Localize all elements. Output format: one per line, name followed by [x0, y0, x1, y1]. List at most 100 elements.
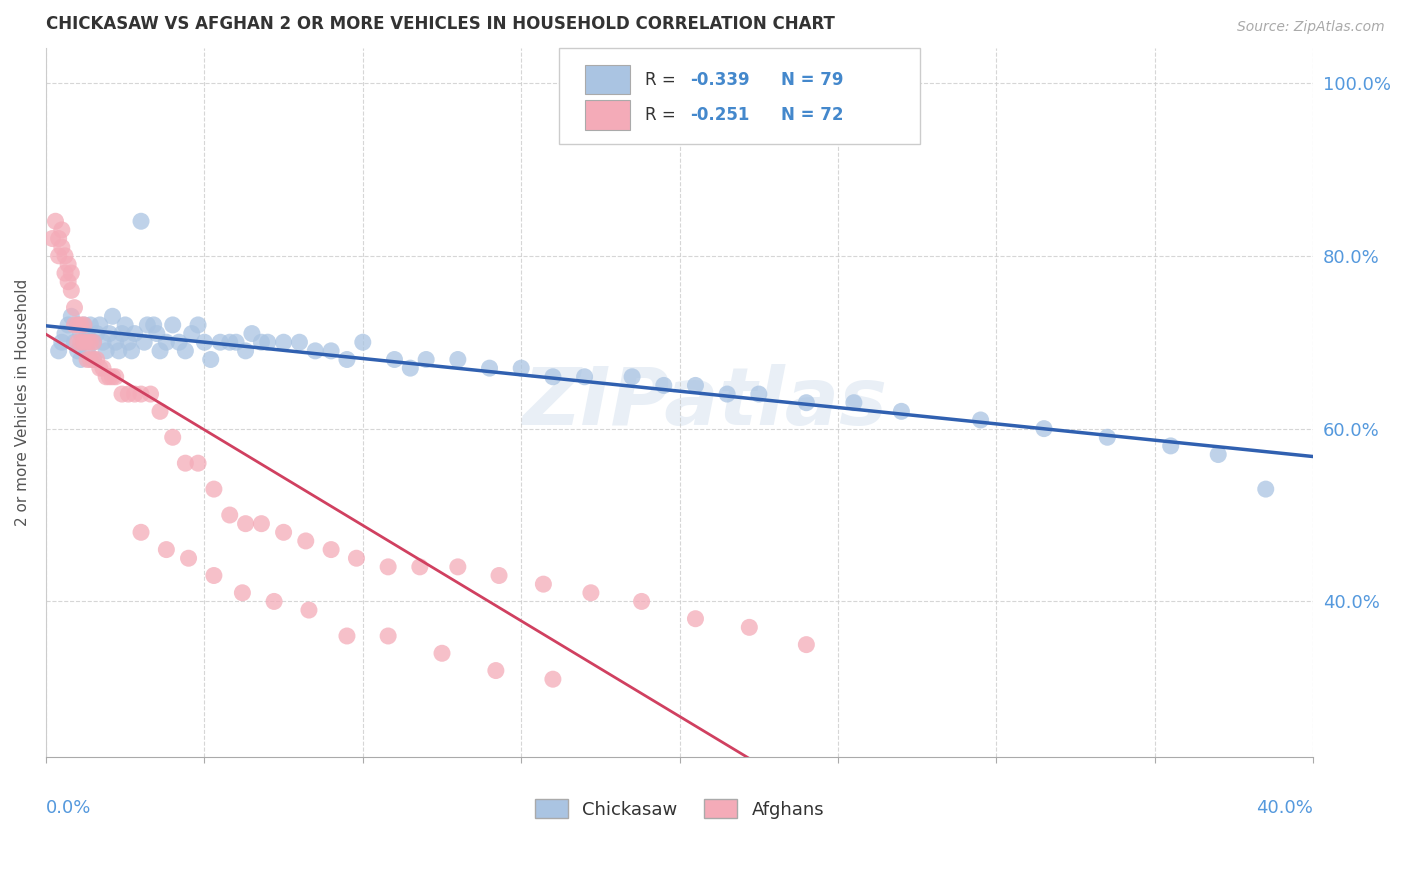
Point: [89, 361, 111, 376]
Point: [79, 352, 101, 367]
Point: [66, 318, 89, 332]
Point: [209, 335, 232, 350]
Point: [240, 326, 263, 341]
Point: [288, 335, 311, 350]
Point: [200, 352, 222, 367]
Text: 0.0%: 0.0%: [46, 799, 91, 817]
Point: [111, 326, 134, 341]
Point: [82, 335, 104, 350]
Point: [187, 318, 209, 332]
Point: [842, 395, 865, 409]
Point: [51, 240, 73, 254]
Point: [336, 352, 359, 367]
Point: [273, 335, 295, 350]
Point: [298, 603, 321, 617]
Point: [73, 318, 96, 332]
Point: [263, 594, 285, 608]
Point: [409, 560, 432, 574]
Point: [162, 430, 184, 444]
Point: [250, 335, 273, 350]
Point: [89, 318, 111, 332]
Point: [76, 343, 98, 358]
Point: [121, 343, 143, 358]
Point: [69, 318, 91, 332]
Point: [101, 369, 124, 384]
Point: [114, 318, 136, 332]
Point: [579, 586, 602, 600]
Point: [82, 335, 104, 350]
Point: [187, 456, 209, 470]
Text: Source: ZipAtlas.com: Source: ZipAtlas.com: [1237, 20, 1385, 34]
Point: [541, 672, 564, 686]
Point: [56, 257, 79, 271]
Point: [430, 646, 453, 660]
Point: [142, 318, 165, 332]
FancyBboxPatch shape: [585, 100, 630, 130]
Point: [377, 560, 399, 574]
Point: [66, 343, 89, 358]
Point: [685, 612, 707, 626]
Point: [574, 369, 596, 384]
Point: [44, 214, 66, 228]
Point: [1097, 430, 1119, 444]
Point: [250, 516, 273, 531]
Point: [146, 326, 169, 341]
Point: [541, 369, 564, 384]
Point: [139, 387, 162, 401]
Point: [76, 352, 98, 367]
Point: [134, 335, 156, 350]
Point: [218, 335, 240, 350]
Point: [174, 343, 197, 358]
Point: [149, 343, 172, 358]
Point: [63, 318, 86, 332]
Point: [41, 231, 63, 245]
Point: [124, 326, 146, 341]
Point: [82, 352, 104, 367]
Point: [180, 326, 202, 341]
Point: [202, 482, 225, 496]
Point: [304, 343, 326, 358]
Legend: Chickasaw, Afghans: Chickasaw, Afghans: [529, 792, 831, 826]
Point: [685, 378, 707, 392]
Point: [202, 568, 225, 582]
Point: [796, 638, 818, 652]
Point: [1254, 482, 1277, 496]
Point: [129, 214, 152, 228]
Y-axis label: 2 or more Vehicles in Household: 2 or more Vehicles in Household: [15, 279, 30, 526]
Point: [129, 387, 152, 401]
Point: [53, 266, 76, 280]
Point: [235, 343, 257, 358]
Point: [91, 361, 114, 376]
Point: [48, 343, 70, 358]
Point: [56, 275, 79, 289]
Point: [53, 249, 76, 263]
Point: [60, 284, 83, 298]
Text: ZIPatlas: ZIPatlas: [523, 364, 887, 442]
Point: [104, 369, 127, 384]
Point: [652, 378, 675, 392]
Point: [108, 343, 131, 358]
Point: [60, 310, 83, 324]
Point: [738, 620, 761, 634]
Point: [66, 335, 89, 350]
Point: [60, 266, 83, 280]
Point: [256, 335, 278, 350]
Point: [69, 326, 91, 341]
Point: [73, 335, 96, 350]
Point: [98, 326, 121, 341]
Point: [66, 318, 89, 332]
Point: [73, 318, 96, 332]
Point: [177, 551, 200, 566]
Point: [167, 335, 190, 350]
Point: [399, 361, 422, 376]
FancyBboxPatch shape: [560, 48, 921, 145]
Point: [478, 361, 501, 376]
Point: [82, 352, 104, 367]
Point: [96, 343, 118, 358]
Point: [51, 223, 73, 237]
Point: [117, 387, 139, 401]
Point: [336, 629, 359, 643]
Point: [155, 335, 177, 350]
Point: [235, 516, 257, 531]
Point: [98, 369, 121, 384]
